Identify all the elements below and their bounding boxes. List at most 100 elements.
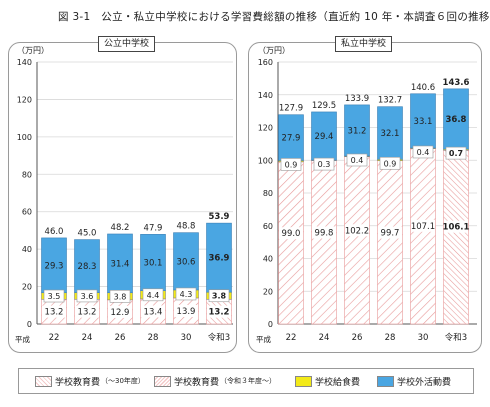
data-label-lunch: 4.4 [147,291,160,300]
y-tick-label: 60 [22,208,32,217]
legend-note: （～30年度） [101,377,145,385]
figure-title: 図 3-1 公立・私立中学校における学習費総額の推移（直近約 10 年・本調査６… [58,11,490,23]
data-label-outside: 31.2 [348,126,367,136]
y-tick-label: 140 [258,91,273,100]
data-label-total: 47.9 [144,223,163,233]
data-label-bg [141,305,165,318]
data-label-bg [108,305,132,318]
data-label-bg [75,305,99,318]
x-tick-label: 令和3 [445,332,467,343]
y-axis-unit: （万円） [17,46,49,55]
legend-item-outside: 学校外活動費 [377,374,451,388]
x-tick-label: 24 [82,333,93,343]
data-label-box [208,289,230,303]
bar-outside-activity [74,239,100,293]
data-label-outside: 30.6 [177,257,196,267]
bar-outside-activity [443,88,469,150]
y-tick-label: 60 [263,222,273,231]
data-label-lunch: 3.5 [48,292,61,301]
data-label-bg [174,304,198,317]
data-label-box [379,156,401,170]
bar-school-education [377,160,403,325]
x-tick-label: 26 [352,333,363,343]
public-chart-title: 公立中学校 [98,36,156,52]
legend-swatch-outside [377,375,394,387]
bar-outside-activity [206,222,232,293]
x-tick-label: 28 [148,333,159,343]
y-tick-label: 40 [22,245,32,254]
data-label-bg [312,226,336,239]
x-tick-label: 26 [115,333,126,343]
bar-outside-activity [311,111,337,161]
data-label-lunch: 3.8 [212,292,227,301]
data-label-lunch: 3.8 [114,292,127,301]
data-label-lunch: 3.6 [81,292,94,301]
data-label-lunch: 0.9 [285,160,298,169]
y-tick-label: 20 [263,287,273,296]
data-label-box [412,145,434,159]
y-tick-label: 40 [263,255,273,264]
legend-swatch-school-old [35,375,52,387]
data-label-school: 13.2 [78,308,97,318]
bar-outside-activity [107,233,133,294]
data-label-lunch: 0.9 [384,159,397,168]
data-label-total: 143.6 [443,78,470,88]
data-label-school: 99.7 [381,229,400,239]
data-label-bg [444,220,468,233]
data-label-box [43,289,65,303]
data-label-bg [345,224,369,237]
private-chart-title: 私立中学校 [335,36,393,52]
data-label-total: 48.2 [111,223,130,233]
y-axis-unit: （万円） [258,46,290,55]
legend-label: 学校給食費 [315,377,361,388]
data-label-bg [207,305,231,318]
bar-outside-activity [410,93,436,149]
y-tick-label: 20 [22,283,32,292]
bar-outside-activity [140,234,166,291]
data-label-lunch: 4.3 [180,290,193,299]
data-label-school: 13.9 [177,307,196,317]
x-tick-label: 22 [286,333,297,343]
data-label-outside: 27.9 [282,134,301,144]
data-label-school: 107.1 [411,222,435,232]
data-label-school: 12.9 [111,308,130,318]
data-label-school: 13.2 [45,308,64,318]
data-label-total: 53.9 [209,212,230,222]
x-tick-label: 24 [319,333,330,343]
y-tick-label: 140 [17,58,32,67]
y-tick-label: 120 [17,95,32,104]
data-label-total: 140.6 [411,83,435,93]
data-label-outside: 28.3 [78,262,97,272]
data-label-lunch: 0.4 [351,156,364,165]
data-label-lunch: 0.4 [417,148,430,157]
bar-outside-activity [377,106,403,160]
data-label-outside: 33.1 [414,117,433,127]
data-label-school: 13.2 [209,308,230,318]
y-tick-label: 0 [268,320,273,329]
data-label-outside: 32.1 [381,129,400,139]
x-tick-label: 28 [385,333,396,343]
bar-school-education [443,149,469,325]
x-tick-label: 22 [49,333,60,343]
data-label-total: 45.0 [78,229,97,239]
x-tick-label: 令和3 [208,332,230,343]
data-label-bg [279,227,303,240]
legend-label: 学校教育費 [55,377,101,388]
y-tick-label: 160 [258,58,273,67]
data-label-outside: 29.3 [45,261,64,271]
data-label-lunch: 0.3 [318,160,331,169]
data-label-total: 127.9 [279,104,303,114]
data-label-box [346,153,368,167]
data-label-total: 133.9 [345,94,369,104]
data-label-box [109,290,131,303]
data-label-box [313,157,335,171]
y-tick-label: 100 [258,156,273,165]
data-label-school: 13.4 [144,307,163,317]
data-label-total: 46.0 [45,227,64,237]
data-label-box [175,287,197,301]
data-label-total: 129.5 [312,101,336,111]
legend-label: 学校外活動費 [397,377,452,388]
data-label-bg [411,219,435,232]
bar-school-education [311,160,337,325]
